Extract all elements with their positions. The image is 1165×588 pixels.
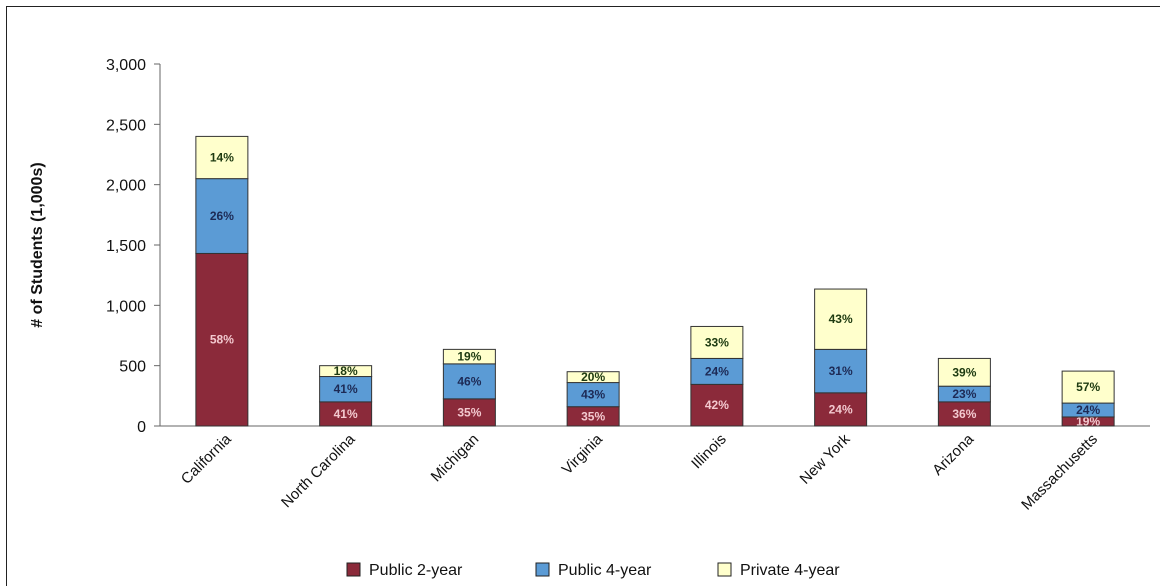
- legend-swatch: [346, 562, 361, 577]
- y-tick-label: 2,000: [106, 178, 146, 195]
- data-label: 20%: [581, 370, 605, 384]
- data-label: 58%: [210, 333, 234, 347]
- y-axis-title: # of Students (1,000s): [29, 162, 46, 327]
- legend: Public 2-year Public 4-year Private 4-year: [346, 562, 840, 579]
- chart-frame: [6, 6, 1160, 586]
- data-label: 19%: [457, 350, 481, 364]
- y-tick-label: 3,000: [106, 57, 146, 74]
- x-category-label: New York: [797, 430, 854, 487]
- bar-segment: [814, 288, 868, 350]
- legend-swatch: [717, 562, 732, 577]
- y-tick-label: 1,500: [106, 238, 146, 255]
- bar-segment: [319, 376, 373, 403]
- data-label: 57%: [1076, 380, 1100, 394]
- bar-segment: [690, 357, 744, 385]
- bar-segment: [566, 371, 620, 384]
- bar-segment: [319, 365, 373, 378]
- data-label: 43%: [829, 312, 853, 326]
- data-label: 31%: [829, 364, 853, 378]
- data-label: 19%: [1076, 414, 1100, 428]
- bar-segment: [442, 363, 496, 400]
- data-label: 39%: [952, 365, 976, 379]
- x-category-label: Arizona: [929, 430, 977, 478]
- bar-segment: [814, 348, 868, 394]
- bars: 58% 26% 14% 41% 41% 18% 35% 46% 19% 35% 43% 20% 42% 2…: [195, 135, 1115, 428]
- data-label: 33%: [705, 335, 729, 349]
- bar-segment: [690, 325, 744, 359]
- data-label: 36%: [952, 407, 976, 421]
- x-category-label: Virginia: [559, 430, 607, 478]
- bar-segment: [442, 398, 496, 427]
- x-category-label: Illinois: [688, 431, 729, 472]
- x-category-label: North Carolina: [278, 430, 359, 511]
- bar-segment: [442, 348, 496, 365]
- legend-swatch: [535, 562, 550, 577]
- data-label: 18%: [334, 364, 358, 378]
- data-label: 46%: [457, 374, 481, 388]
- legend-label: Public 2-year: [369, 562, 463, 579]
- y-tick-label: 2,500: [106, 117, 146, 134]
- data-label: 41%: [334, 382, 358, 396]
- bar-segment: [195, 135, 249, 180]
- data-label: 41%: [334, 407, 358, 421]
- bar-segment: [814, 392, 868, 427]
- legend-label: Private 4-year: [740, 562, 840, 579]
- legend-label: Public 4-year: [558, 562, 652, 579]
- bar-segment: [937, 357, 991, 387]
- data-label: 42%: [705, 398, 729, 412]
- data-label: 35%: [457, 405, 481, 419]
- data-label: 24%: [705, 364, 729, 378]
- data-label: 26%: [210, 209, 234, 223]
- bar-segment: [319, 401, 373, 427]
- x-category-labels: California North Carolina Michigan Virginia…: [178, 430, 1101, 513]
- data-label: 43%: [581, 388, 605, 402]
- data-label: 35%: [581, 409, 605, 423]
- y-ticks: 0 500 1,000 1,500 2,000 2,500 3,000: [106, 57, 160, 436]
- x-category-label: California: [178, 430, 235, 487]
- data-label: 24%: [1076, 403, 1100, 417]
- x-category-label: Michigan: [428, 431, 482, 485]
- y-tick-label: 500: [119, 359, 146, 376]
- y-tick-label: 0: [137, 419, 146, 436]
- bar-segment: [195, 178, 249, 254]
- x-category-label: Massachusetts: [1018, 431, 1101, 514]
- data-label: 14%: [210, 151, 234, 165]
- data-label: 23%: [952, 387, 976, 401]
- y-tick-label: 1,000: [106, 298, 146, 315]
- bar-segment: [1061, 370, 1115, 404]
- axes: [159, 64, 1150, 427]
- data-label: 24%: [829, 402, 853, 416]
- bar-segment: [566, 382, 620, 408]
